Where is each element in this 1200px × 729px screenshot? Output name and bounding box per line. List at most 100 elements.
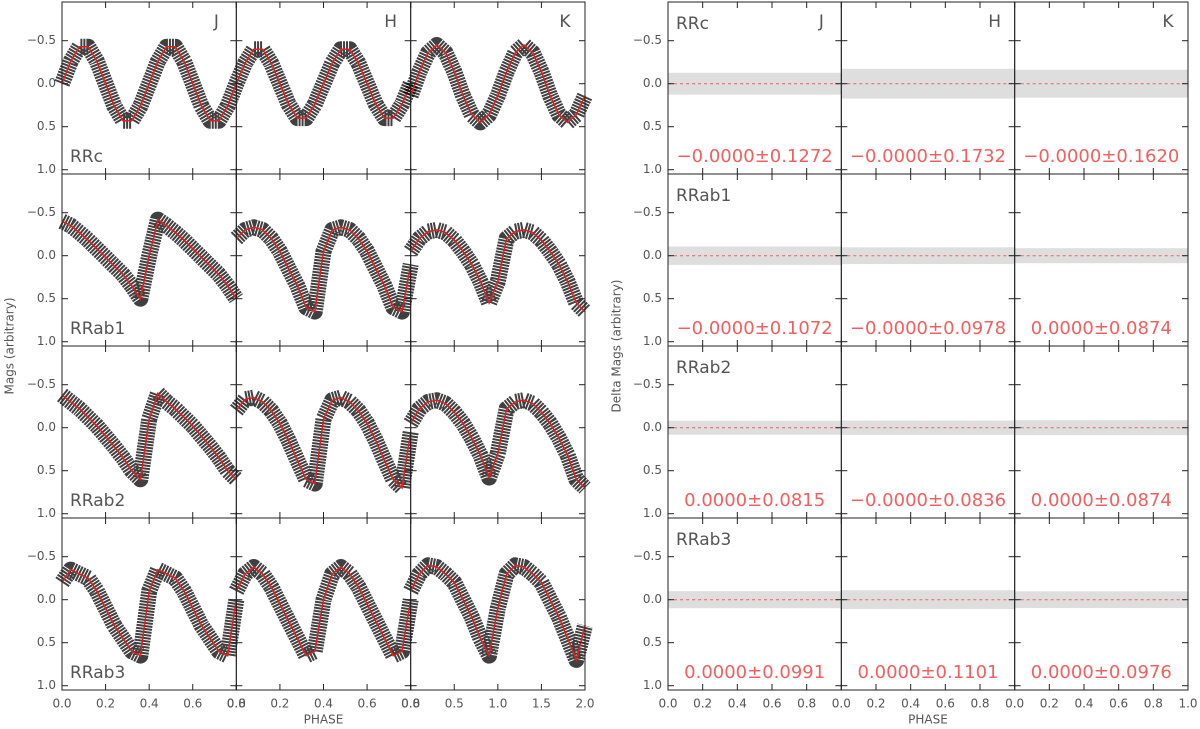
row-label: RRab1: [676, 186, 731, 206]
row-label: RRab3: [676, 530, 731, 550]
y-tick-label: −0.5: [27, 205, 56, 219]
residual-stat: 0.0000±0.0815: [684, 490, 825, 511]
model-curve: [410, 229, 586, 313]
y-tick-label: −0.5: [633, 549, 662, 563]
x-tick-label: 0.4: [901, 697, 920, 711]
x-tick-label: 0.0: [832, 697, 851, 711]
scatter-cloud: [55, 561, 245, 664]
model-curve: [235, 226, 412, 313]
band-label: J: [818, 12, 824, 32]
y-tick-label: 0.0: [37, 248, 56, 262]
y-tick-label: 0.0: [643, 592, 662, 606]
band-label: K: [1162, 12, 1174, 32]
scatter-cloud: [403, 557, 593, 668]
x-tick-label: 0.0: [658, 697, 677, 711]
residual-stat: −0.0000±0.1620: [1023, 146, 1179, 167]
x-tick-label: 0.4: [140, 697, 159, 711]
x-tick-label: 0.2: [1040, 697, 1059, 711]
x-tick-label: 0.0: [227, 697, 246, 711]
x-axis-label: PHASE: [908, 713, 948, 727]
x-tick-label: 0.2: [270, 697, 289, 711]
residual-stat: 0.0000±0.0874: [1031, 318, 1172, 339]
panel-frame: [410, 517, 586, 691]
model-curve: [235, 396, 412, 490]
scatter-cloud: [404, 221, 591, 318]
x-tick-label: 0.2: [866, 697, 885, 711]
scatter-cloud: [229, 559, 419, 664]
row-label: RRab1: [70, 319, 125, 339]
panel-frame: [1014, 517, 1189, 691]
y-tick-label: 0.0: [37, 592, 56, 606]
panel-frame: [235, 173, 412, 347]
x-tick-label: 1.5: [532, 697, 551, 711]
x-tick-label: 1.0: [488, 697, 507, 711]
model-curve: [410, 564, 586, 663]
y-tick-label: −0.5: [27, 33, 56, 47]
y-tick-label: 0.5: [37, 635, 56, 649]
scatter-cloud: [403, 37, 593, 131]
y-tick-label: −0.5: [27, 377, 56, 391]
residual-stat: 0.0000±0.0976: [1031, 662, 1172, 683]
y-axis-label: Mags (arbitrary): [3, 297, 17, 394]
scatter-cloud: [57, 385, 242, 488]
residual-stat: −0.0000±0.0978: [850, 318, 1006, 339]
model-curve: [409, 43, 586, 124]
y-tick-label: 0.5: [37, 119, 56, 133]
model-curve: [235, 48, 412, 119]
band-label: H: [988, 12, 1001, 32]
band-label: H: [384, 12, 397, 32]
x-tick-label: 0.8: [401, 697, 420, 711]
y-tick-label: 1.0: [643, 162, 662, 176]
x-tick-label: 0.6: [183, 697, 202, 711]
y-tick-label: 0.5: [37, 291, 56, 305]
x-tick-label: 2.0: [575, 697, 594, 711]
residual-stat: −0.0000±0.1732: [850, 146, 1006, 167]
x-tick-label: 0.6: [936, 697, 955, 711]
y-tick-label: −0.5: [633, 33, 662, 47]
x-tick-label: 0.2: [96, 697, 115, 711]
y-tick-label: 1.0: [37, 162, 56, 176]
row-label: RRc: [676, 14, 709, 34]
x-tick-label: 0.0: [401, 697, 420, 711]
scatter-cloud: [230, 219, 419, 320]
y-axis-label: Delta Mags (arbitrary): [610, 280, 624, 413]
y-tick-label: 0.0: [643, 248, 662, 262]
y-tick-label: 0.0: [37, 76, 56, 90]
x-tick-label: 0.6: [358, 697, 377, 711]
y-tick-label: 0.0: [643, 76, 662, 90]
band-label: K: [559, 12, 571, 32]
x-tick-label: 0.4: [1074, 697, 1093, 711]
x-tick-label: 1.0: [1178, 697, 1197, 711]
model-curve: [61, 391, 237, 481]
residual-stat: −0.0000±0.1272: [677, 146, 833, 167]
y-tick-label: −0.5: [27, 549, 56, 563]
x-tick-label: 0.8: [227, 697, 246, 711]
y-tick-label: 1.0: [643, 506, 662, 520]
y-tick-label: 0.5: [37, 463, 56, 477]
row-label: RRab3: [70, 663, 125, 683]
x-tick-label: 0.4: [728, 697, 747, 711]
y-tick-label: 0.5: [643, 463, 662, 477]
y-tick-label: 1.0: [643, 334, 662, 348]
row-label: RRab2: [676, 358, 731, 378]
residual-stat: 0.0000±0.1101: [857, 662, 998, 683]
x-tick-label: 0.6: [762, 697, 781, 711]
y-tick-label: 0.0: [643, 420, 662, 434]
row-label: RRab2: [70, 491, 125, 511]
model-curve: [61, 218, 237, 301]
y-tick-label: −0.5: [633, 377, 662, 391]
scatter-cloud: [403, 392, 591, 494]
model-curve: [61, 568, 238, 657]
y-tick-label: 0.5: [643, 291, 662, 305]
residual-stat: −0.0000±0.1072: [677, 318, 833, 339]
y-tick-label: −0.5: [633, 205, 662, 219]
x-tick-label: 0.0: [1005, 697, 1024, 711]
y-tick-label: 0.5: [643, 635, 662, 649]
x-tick-label: 0.2: [693, 697, 712, 711]
band-label: J: [213, 12, 219, 32]
x-tick-label: 0.4: [314, 697, 333, 711]
residual-stat: 0.0000±0.0991: [684, 662, 825, 683]
residual-stat: 0.0000±0.0874: [1031, 490, 1172, 511]
x-tick-label: 0.8: [1144, 697, 1163, 711]
x-tick-label: 0.8: [970, 697, 989, 711]
